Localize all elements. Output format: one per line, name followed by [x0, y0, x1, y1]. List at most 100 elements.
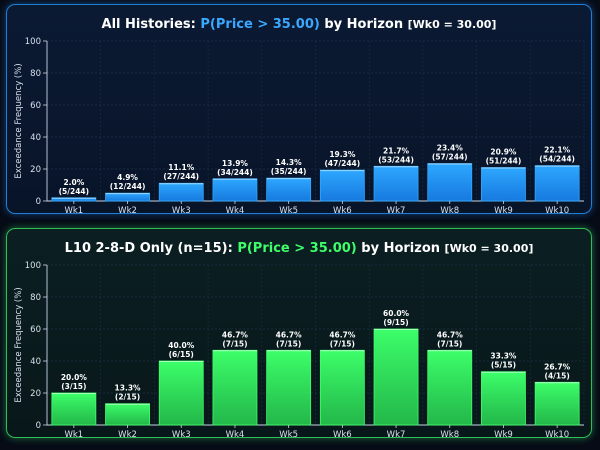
data-label-count: (4/15) [545, 371, 570, 380]
title-suffix: by Horizon [324, 17, 404, 32]
bar [534, 381, 580, 426]
bar [266, 349, 312, 426]
title-bracket: [Wk0 = 30.00] [444, 242, 534, 255]
y-tick-label: 0 [36, 197, 41, 207]
data-label-count: (6/15) [169, 350, 194, 359]
data-label-percent: 13.3% [115, 384, 142, 393]
data-label-percent: 2.0% [63, 178, 84, 187]
bar [373, 165, 419, 202]
x-tick-label: Wk8 [440, 430, 459, 440]
x-tick-label: Wk4 [226, 430, 245, 440]
y-tick-label: 20 [30, 389, 41, 399]
data-label-count: (51/244) [486, 157, 522, 166]
bar-chart-all-histories: 0 20 40 60 80 100 Exceedance Frequency (%) 2.0%… [14, 37, 585, 216]
x-tick-label: Wk5 [279, 206, 298, 216]
data-label-count: (54/244) [539, 155, 575, 164]
y-tick-label: 80 [30, 69, 41, 79]
x-tick-label: Wk10 [545, 430, 569, 440]
x-tick-label: Wk9 [494, 206, 513, 216]
x-tick-label: Wk3 [172, 206, 191, 216]
data-label-count: (47/244) [325, 159, 361, 168]
bar [212, 178, 258, 202]
bar [481, 167, 526, 202]
x-tick-label: Wk9 [494, 430, 513, 440]
data-label-count: (53/244) [378, 155, 414, 164]
bar [373, 328, 419, 426]
data-label-percent: 14.3% [276, 158, 303, 167]
bar-chart-l10-only: 0 20 40 60 80 100 Exceedance Frequency (%) 20.0… [14, 261, 585, 440]
title-suffix: by Horizon [361, 241, 441, 256]
bar [427, 163, 473, 202]
bar [319, 349, 365, 426]
x-tick-label: Wk1 [64, 206, 83, 216]
x-tick-label: Wk8 [440, 206, 459, 216]
data-label-count: (3/15) [61, 382, 86, 391]
bar [158, 360, 204, 426]
x-tick-label: Wk4 [226, 206, 245, 216]
data-label-percent: 4.9% [117, 173, 138, 182]
x-tick-label: Wk10 [545, 206, 569, 216]
x-tick-label: Wk7 [387, 430, 406, 440]
bar [319, 169, 365, 202]
data-label-percent: 46.7% [276, 330, 303, 339]
data-label-count: (7/15) [437, 339, 462, 348]
data-label-percent: 46.7% [437, 330, 464, 339]
y-tick-label: 0 [36, 421, 41, 431]
y-tick-label: 40 [30, 133, 41, 143]
data-label-count: (9/15) [383, 318, 408, 327]
y-tick-label: 100 [25, 261, 41, 271]
bar [105, 403, 150, 426]
title-prefix: All Histories: [101, 17, 196, 32]
data-label-percent: 19.3% [329, 150, 356, 159]
data-label-percent: 13.9% [222, 159, 249, 168]
data-label-count: (7/15) [222, 339, 247, 348]
y-tick-label: 60 [30, 325, 41, 335]
data-label-count: (5/244) [59, 187, 89, 196]
y-tick-label: 40 [30, 357, 41, 367]
data-label-percent: 26.7% [544, 362, 571, 371]
x-tick-label: Wk1 [64, 430, 83, 440]
chart-panel-all-histories: All Histories: P(Price > 35.00) by Horiz… [6, 4, 592, 216]
data-label-count: (12/244) [110, 182, 146, 191]
data-label-percent: 20.0% [61, 373, 88, 382]
data-label-count: (7/15) [330, 339, 355, 348]
data-label-count: (35/244) [271, 167, 307, 176]
data-label-percent: 23.4% [437, 144, 464, 153]
data-label-percent: 21.7% [383, 146, 410, 155]
y-axis-label: Exceedance Frequency (%) [14, 63, 24, 178]
x-tick-label: Wk2 [118, 430, 137, 440]
data-label-percent: 22.1% [544, 146, 571, 155]
y-axis-label: Exceedance Frequency (%) [14, 287, 24, 402]
x-tick-label: Wk6 [333, 430, 352, 440]
data-label-count: (2/15) [115, 393, 140, 402]
y-tick-label: 20 [30, 165, 41, 175]
data-label-count: (7/15) [276, 339, 301, 348]
x-tick-label: Wk7 [387, 206, 406, 216]
data-label-percent: 40.0% [168, 341, 195, 350]
bar [105, 192, 150, 202]
bar [266, 177, 312, 202]
x-tick-label: Wk3 [172, 430, 191, 440]
bar [427, 349, 473, 426]
data-label-count: (5/15) [491, 361, 516, 370]
y-tick-label: 100 [25, 37, 41, 47]
x-tick-label: Wk5 [279, 430, 298, 440]
chart-title: L10 2-8-D Only (n=15): P(Price > 35.00) … [7, 241, 591, 256]
chart-title: All Histories: P(Price > 35.00) by Horiz… [7, 17, 591, 32]
data-label-percent: 46.7% [222, 330, 249, 339]
data-label-percent: 11.1% [168, 163, 195, 172]
title-highlight: P(Price > 35.00) [200, 17, 320, 32]
data-label-percent: 46.7% [329, 330, 356, 339]
x-tick-label: Wk6 [333, 206, 352, 216]
x-tick-label: Wk2 [118, 206, 137, 216]
data-label-count: (34/244) [217, 168, 253, 177]
bar [51, 392, 97, 426]
bar [534, 165, 580, 202]
bar [212, 349, 258, 426]
bar [158, 182, 204, 202]
data-label-count: (57/244) [432, 153, 468, 162]
title-bracket: [Wk0 = 30.00] [407, 18, 497, 31]
data-label-count: (27/244) [163, 172, 199, 181]
y-tick-label: 60 [30, 101, 41, 111]
chart-panel-l10-only: L10 2-8-D Only (n=15): P(Price > 35.00) … [6, 228, 592, 440]
